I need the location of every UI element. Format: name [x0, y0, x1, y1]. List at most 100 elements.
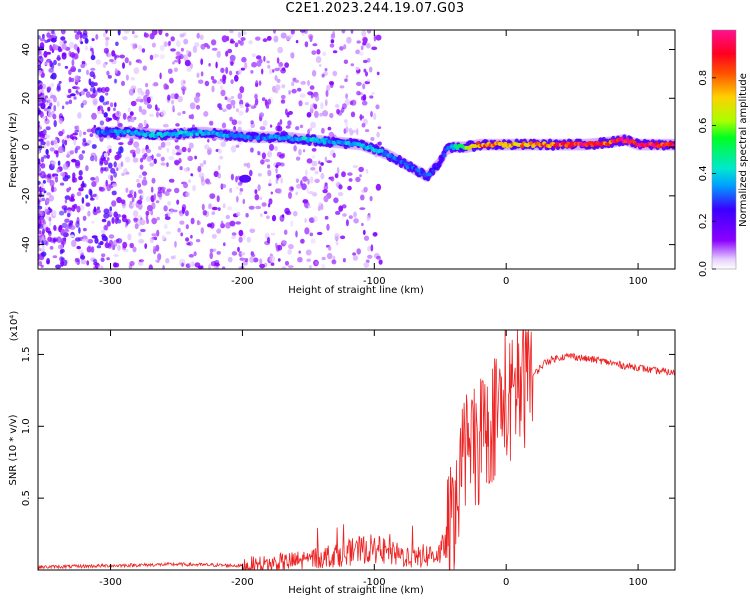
- speckle-mark: [356, 40, 361, 44]
- speckle-mark: [263, 55, 266, 62]
- speckle-mark: [275, 178, 279, 184]
- speckle-mark: [133, 191, 137, 199]
- speckle-mark: [81, 60, 86, 65]
- speckle-mark: [38, 218, 41, 223]
- speckle-mark: [164, 213, 169, 218]
- speckle-mark: [103, 32, 106, 38]
- speckle-mark: [314, 178, 320, 183]
- speckle-mark: [82, 215, 87, 221]
- speckle-mark: [117, 118, 120, 126]
- speckle-mark: [106, 53, 112, 58]
- speckle-mark: [71, 204, 76, 212]
- speckle-mark: [254, 36, 261, 41]
- speckle-mark: [328, 246, 332, 251]
- speckle-mark: [254, 189, 258, 195]
- speckle-mark: [42, 33, 45, 39]
- speckle-mark: [130, 100, 137, 107]
- speckle-mark: [181, 262, 184, 267]
- speckle-mark: [226, 97, 232, 103]
- speckle-mark: [78, 227, 81, 234]
- speckle-mark: [318, 64, 322, 67]
- speckle-mark: [305, 169, 308, 177]
- speckle-mark: [92, 98, 98, 105]
- speckle-mark: [311, 148, 317, 152]
- speckle-mark: [271, 214, 277, 222]
- speckle-mark: [358, 51, 364, 56]
- speckle-mark: [211, 47, 218, 51]
- speckle-mark: [195, 239, 201, 243]
- speckle-mark: [279, 119, 283, 125]
- speckle-mark: [180, 47, 184, 52]
- speckle-mark: [75, 86, 80, 90]
- speckle-mark: [236, 108, 239, 113]
- speckle-mark: [49, 44, 53, 51]
- speckle-mark: [348, 127, 353, 134]
- speckle-mark: [291, 88, 297, 94]
- speckle-mark: [345, 93, 348, 99]
- speckle-mark: [48, 111, 52, 118]
- speckle-mark: [165, 141, 172, 146]
- speckle-mark: [127, 193, 133, 198]
- speckle-mark: [133, 34, 139, 39]
- speckle-mark: [215, 61, 218, 69]
- speckle-mark: [115, 55, 120, 58]
- speckle-mark: [80, 90, 86, 96]
- speckle-mark: [107, 220, 111, 227]
- speckle-mark: [103, 112, 108, 118]
- speckle-mark: [261, 202, 267, 207]
- speckle-mark: [114, 53, 117, 61]
- speckle-mark: [326, 160, 333, 164]
- colorbar-tick-label: 0.4: [698, 165, 709, 181]
- speckle-mark: [68, 88, 72, 94]
- speckle-mark: [164, 216, 171, 221]
- spectrogram-noise-speckle: [38, 30, 383, 269]
- speckle-mark: [234, 74, 239, 82]
- speckle-mark: [49, 147, 55, 152]
- speckle-mark: [45, 215, 50, 220]
- speckle-mark: [181, 146, 187, 153]
- speckle-mark: [86, 246, 92, 253]
- speckle-mark: [38, 86, 41, 91]
- speckle-mark: [100, 257, 105, 263]
- speckle-mark: [257, 150, 260, 156]
- speckle-mark: [235, 175, 238, 183]
- speckle-mark: [217, 148, 222, 154]
- speckle-mark: [230, 173, 234, 181]
- speckle-mark: [139, 219, 146, 226]
- speckle-mark: [335, 210, 341, 215]
- spectrogram-ridge: [94, 126, 675, 182]
- speckle-mark: [89, 71, 95, 78]
- speckle-mark: [249, 169, 253, 177]
- speckle-mark: [366, 57, 371, 63]
- speckle-mark: [287, 265, 294, 269]
- speckle-mark: [173, 59, 180, 63]
- speckle-mark: [93, 206, 97, 213]
- speckle-mark: [38, 260, 43, 267]
- speckle-mark: [99, 187, 105, 192]
- speckle-mark: [145, 210, 150, 216]
- speckle-mark: [39, 37, 46, 42]
- speckle-mark: [321, 263, 326, 269]
- speckle-mark: [185, 237, 190, 242]
- speckle-mark: [40, 264, 44, 268]
- speckle-mark: [230, 145, 237, 153]
- speckle-mark: [64, 224, 69, 232]
- speckle-mark: [74, 129, 79, 133]
- speckle-mark: [125, 187, 129, 193]
- speckle-mark: [105, 36, 110, 41]
- speckle-mark: [116, 217, 119, 221]
- speckle-mark: [362, 83, 366, 90]
- speckle-mark: [89, 155, 95, 162]
- speckle-mark: [311, 50, 317, 55]
- speckle-mark: [91, 220, 95, 224]
- speckle-mark: [153, 53, 159, 58]
- speckle-mark: [314, 110, 319, 118]
- speckle-mark: [183, 54, 188, 62]
- speckle-mark: [250, 147, 254, 153]
- ridge-core: [230, 131, 235, 136]
- speckle-mark: [78, 175, 83, 181]
- speckle-mark: [70, 65, 76, 73]
- speckle-mark: [287, 249, 292, 255]
- speckle-mark: [196, 72, 200, 78]
- speckle-mark: [358, 166, 364, 173]
